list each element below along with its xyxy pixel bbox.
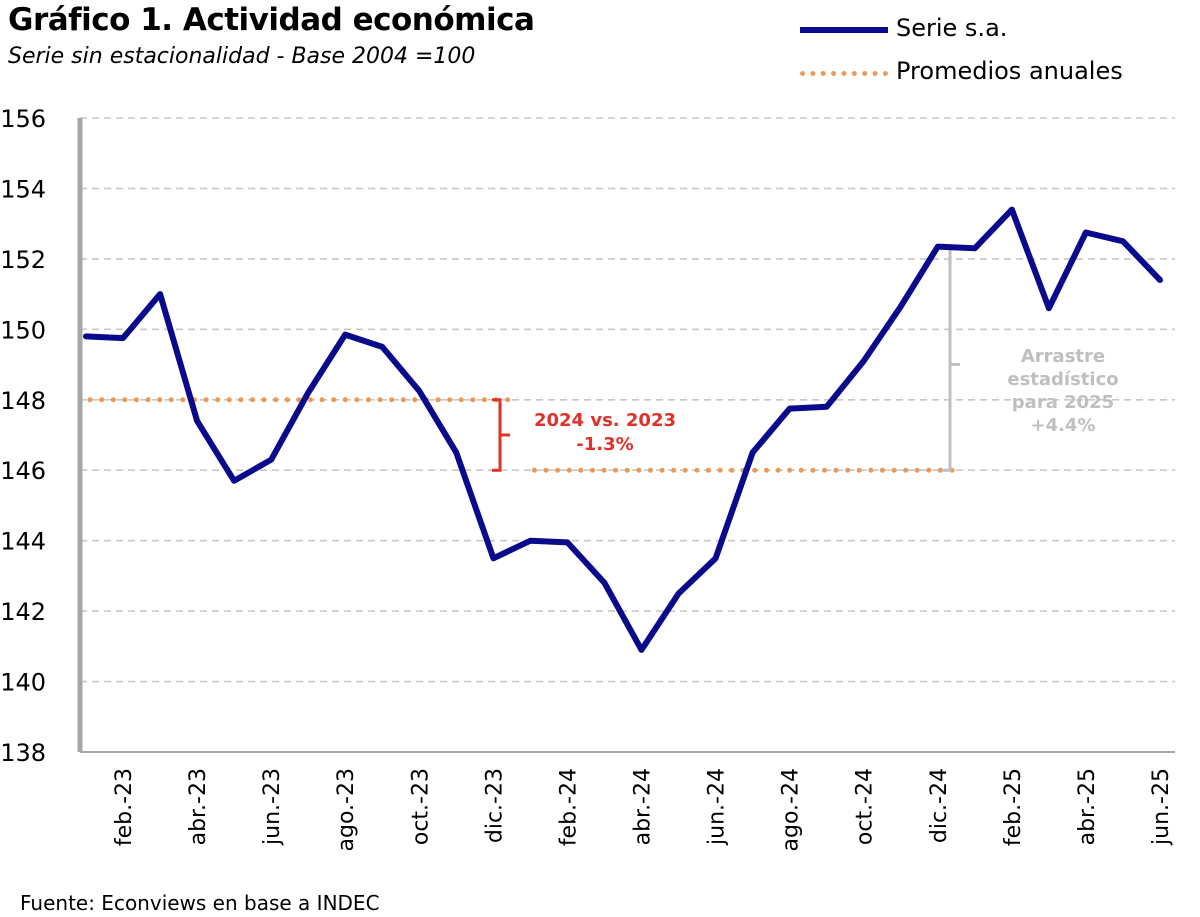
chart-subtitle: Serie sin estacionalidad - Base 2004 =10… — [8, 44, 476, 69]
data-point-abr.-23 — [194, 418, 200, 424]
legend: Serie s.a. Promedios anuales — [800, 14, 1160, 94]
x-tick-label: oct.-24 — [853, 768, 878, 845]
x-tick-label: feb.-25 — [1001, 768, 1026, 846]
chart-title: Gráfico 1. Actividad económica — [8, 2, 535, 38]
y-tick-label: 144 — [0, 528, 46, 556]
data-point-ene.-24 — [527, 538, 533, 544]
data-point-jul.-24 — [750, 450, 756, 456]
x-tick-label: jun.-25 — [1149, 768, 1174, 846]
data-point-dic.-24 — [935, 244, 941, 250]
data-point-feb.-23 — [120, 335, 126, 341]
x-tick-label: abr.-23 — [186, 768, 211, 845]
data-point-feb.-24 — [564, 539, 570, 545]
x-tick-label: jun.-23 — [260, 768, 285, 846]
data-point-mar.-23 — [157, 291, 163, 297]
bracket-label-arrastre: +4.4% — [1030, 415, 1095, 436]
data-point-dic.-23 — [490, 555, 496, 561]
chart-plot: 138 140 142 144 146 148 150 152 154 156 feb.-23 abr… — [0, 105, 1175, 851]
legend-item-series: Serie s.a. — [800, 14, 1160, 46]
y-tick-label: 138 — [0, 739, 46, 767]
bracket-2024-vs-2023 — [492, 398, 510, 472]
bracket-arrastre — [942, 245, 960, 472]
x-tick-label: feb.-23 — [112, 768, 137, 846]
y-tick-label: 140 — [0, 669, 46, 697]
data-point-ene.-25 — [972, 245, 978, 251]
data-point-mar.-24 — [601, 580, 607, 586]
data-point-ago.-23 — [342, 332, 348, 338]
y-tick-label: 154 — [0, 175, 46, 203]
data-point-ene.-23 — [83, 333, 89, 339]
data-point-jun.-24 — [713, 555, 719, 561]
legend-label-averages: Promedios anuales — [896, 57, 1123, 85]
x-tick-label: oct.-23 — [408, 768, 433, 845]
x-tick-label: dic.-23 — [482, 768, 507, 843]
legend-item-averages: Promedios anuales — [800, 57, 1160, 89]
data-point-jul.-23 — [305, 390, 311, 396]
x-tick-label: jun.-24 — [705, 768, 730, 846]
legend-swatch-series — [800, 27, 888, 33]
data-point-abr.-24 — [639, 647, 645, 653]
bracket-label-arrastre: Arrastre — [1021, 346, 1105, 367]
y-tick-label: 142 — [0, 598, 46, 626]
data-point-sep.-24 — [824, 404, 830, 410]
data-point-oct.-24 — [861, 358, 867, 364]
data-point-mar.-25 — [1046, 305, 1052, 311]
bracket-label-arrastre: para 2025 — [1012, 392, 1114, 413]
x-tick-label: ago.-24 — [779, 768, 804, 851]
data-point-may.-24 — [676, 591, 682, 597]
legend-swatch-averages — [800, 71, 888, 76]
x-tick-label: ago.-23 — [334, 768, 359, 851]
y-tick-label: 146 — [0, 457, 46, 485]
data-point-jun.-23 — [268, 457, 274, 463]
bracket-label-2024-vs-2023: 2024 vs. 2023 — [534, 410, 676, 431]
data-point-may.-25 — [1120, 238, 1126, 244]
data-point-ago.-24 — [787, 406, 793, 412]
data-point-sep.-23 — [379, 344, 385, 350]
source-note: Fuente: Econviews en base a INDEC — [20, 891, 380, 915]
bracket-label-2024-vs-2023: -1.3% — [576, 434, 633, 455]
data-point-may.-23 — [231, 478, 237, 484]
data-point-feb.-25 — [1009, 207, 1015, 213]
y-tick-label: 156 — [0, 105, 46, 133]
data-point-oct.-23 — [416, 388, 422, 394]
bracket-label-arrastre: estadístico — [1007, 369, 1118, 390]
series-line-serie-sa — [83, 206, 1163, 653]
y-tick-label: 148 — [0, 387, 46, 415]
y-tick-label: 150 — [0, 316, 46, 344]
data-point-nov.-23 — [453, 450, 459, 456]
data-point-jun.-25 — [1157, 277, 1163, 283]
x-tick-label: feb.-24 — [556, 768, 581, 846]
data-point-abr.-25 — [1083, 229, 1089, 235]
y-tick-label: 152 — [0, 246, 46, 274]
legend-label-series: Serie s.a. — [896, 14, 1008, 42]
x-tick-label: abr.-25 — [1075, 768, 1100, 845]
x-tick-label: abr.-24 — [631, 768, 656, 845]
data-point-nov.-24 — [898, 303, 904, 309]
x-tick-label: dic.-24 — [927, 768, 952, 843]
